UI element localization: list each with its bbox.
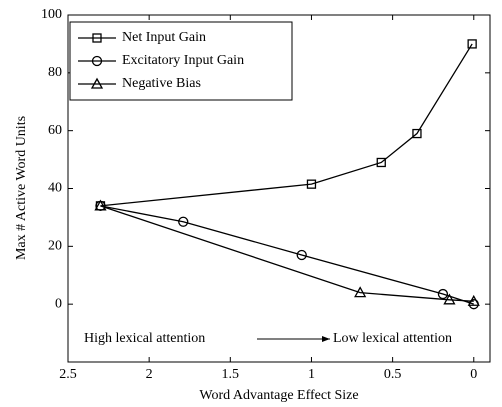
legend-marker (92, 33, 102, 43)
y-axis-label: Max # Active Word Units (14, 116, 29, 260)
x-tick-label: 2.5 (59, 367, 77, 382)
y-tick-label: 40 (48, 181, 62, 196)
y-tick-label: 20 (48, 239, 62, 254)
legend-label: Excitatory Input Gain (122, 53, 244, 68)
marker (467, 294, 480, 306)
legend-label: Net Input Gain (122, 30, 206, 45)
y-tick-label: 0 (55, 296, 62, 311)
legend-marker (90, 77, 104, 89)
x-axis-label: Word Advantage Effect Size (199, 388, 358, 403)
marker (376, 157, 386, 168)
series-line (100, 43, 473, 207)
marker (94, 199, 107, 211)
y-tick-label: 80 (48, 65, 62, 80)
marker (354, 286, 367, 298)
marker (296, 249, 307, 261)
x-tick-label: 1.5 (222, 367, 240, 382)
x-tick-label: 0.5 (384, 367, 402, 382)
y-tick-label: 60 (48, 123, 62, 138)
legend-marker (91, 55, 103, 67)
marker (467, 39, 477, 49)
x-tick-label: 0 (470, 367, 477, 382)
legend-label: Negative Bias (122, 76, 201, 91)
x-tick-label: 1 (308, 367, 315, 382)
series-line (100, 205, 474, 302)
marker (306, 179, 317, 189)
series-line (100, 205, 474, 305)
y-tick-label: 100 (41, 7, 62, 22)
annotation: High lexical attention (84, 331, 205, 346)
marker (437, 288, 449, 300)
marker (178, 216, 189, 227)
marker (412, 128, 422, 139)
x-tick-label: 2 (146, 367, 153, 382)
annotation: Low lexical attention (333, 331, 452, 346)
marker (443, 293, 456, 305)
